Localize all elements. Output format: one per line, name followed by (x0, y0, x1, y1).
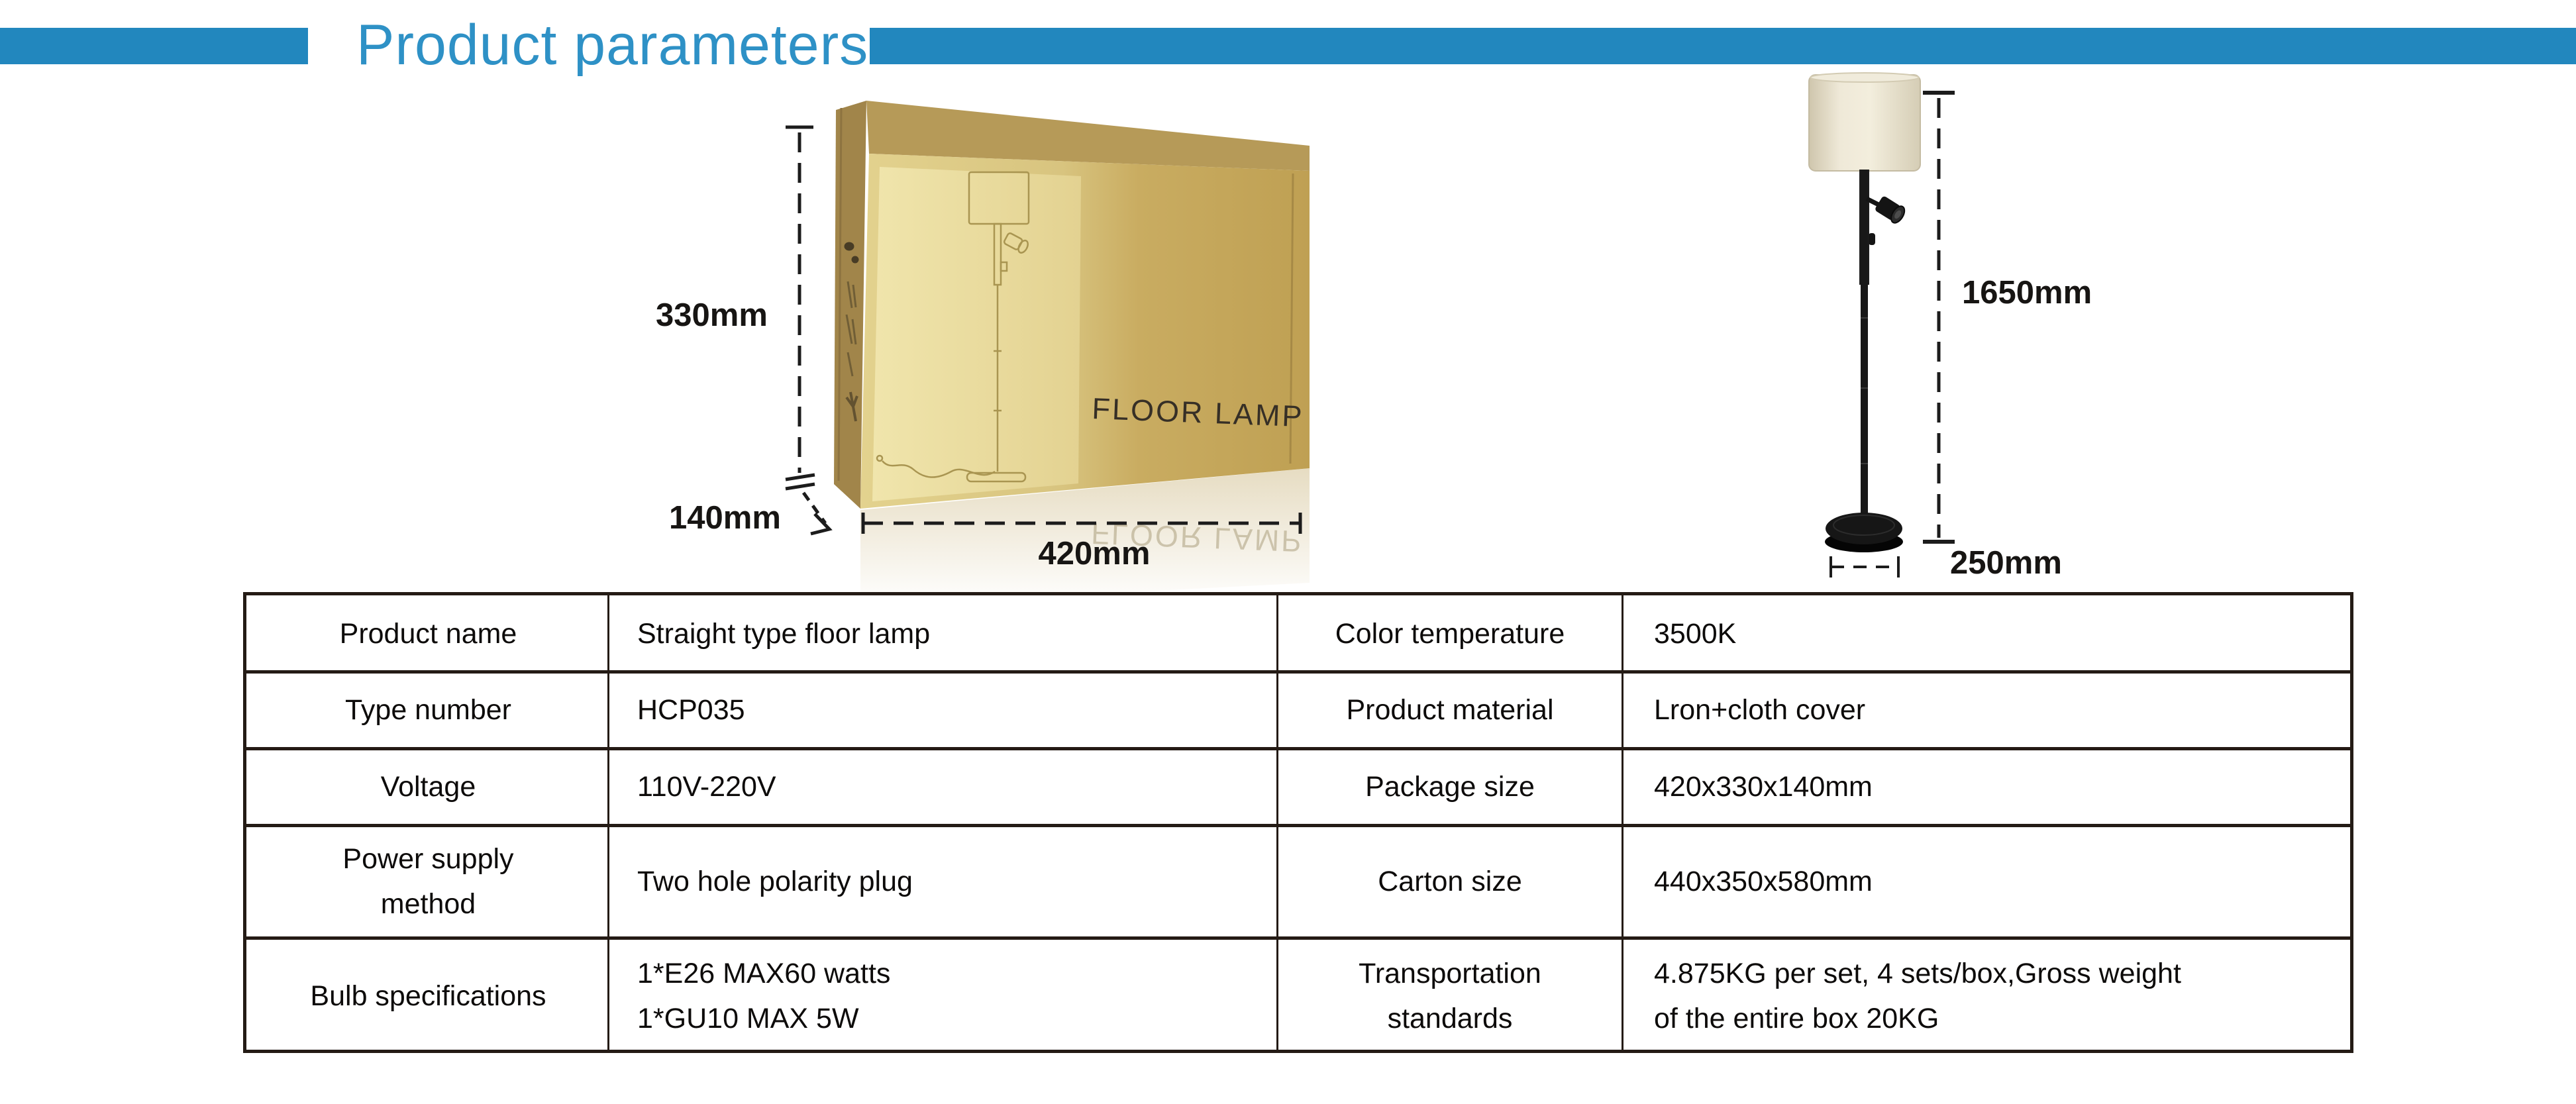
spec-value-cell: 3500K (1654, 618, 1737, 650)
box-shipping-marks-icon (844, 242, 859, 422)
box-side-face (834, 101, 866, 509)
header-accent-bar-right (870, 28, 2576, 64)
table-divider (607, 595, 609, 1050)
box-lamp-lineart-icon (876, 171, 1030, 483)
spec-label-cell: Color temperature (1335, 618, 1565, 650)
lamp-dimensions (1829, 91, 1955, 577)
box-width-label: 420mm (1039, 536, 1151, 572)
spec-value-cell: Lron+cloth cover (1654, 693, 1866, 726)
spec-value-cell: Two hole polarity plug (637, 865, 913, 897)
page-title: Product parameters (356, 13, 869, 77)
spec-label-cell: Voltage (380, 770, 476, 803)
spec-label-cell: Product material (1346, 693, 1554, 726)
spec-label-cell: Package size (1365, 770, 1535, 803)
lamp-shade (1808, 74, 1921, 172)
header-accent-bar-left (0, 28, 308, 64)
product-spec-table: Product name Straight type floor lamp Co… (243, 592, 2353, 1053)
box-dimensions (785, 125, 1302, 536)
table-divider (246, 824, 2350, 827)
spec-value-cell: HCP035 (637, 693, 745, 726)
spec-value-cell: 440x350x580mm (1654, 865, 1873, 897)
box-reflection (860, 468, 1310, 606)
lamp-reading-light (1865, 196, 1906, 224)
spec-label-cell: Power supply method (342, 842, 514, 920)
box-print-panel (872, 167, 1081, 501)
spec-label-cell: Product name (339, 618, 517, 650)
spec-value-cell: 110V-220V (637, 770, 776, 803)
table-divider (246, 670, 2350, 674)
spec-label-cell: Carton size (1378, 865, 1522, 897)
spec-value-cell: Straight type floor lamp (637, 618, 931, 650)
spec-label-cell: Type number (345, 693, 511, 726)
spec-value-cell: 4.875KG per set, 4 sets/box,Gross weight… (1654, 957, 2181, 1034)
package-box-image: FLOOR LAMP (834, 101, 1310, 606)
box-depth-label: 140mm (669, 500, 781, 536)
box-print-label: FLOOR LAMP (1092, 391, 1305, 433)
table-divider (1622, 595, 1623, 1050)
table-divider (246, 747, 2350, 750)
box-top-face (866, 101, 1310, 171)
floor-lamp-image (1808, 72, 1921, 552)
box-height-label: 330mm (656, 297, 768, 333)
lamp-switch-knob (1869, 233, 1875, 245)
spec-value-cell: 420x330x140mm (1654, 770, 1873, 803)
lamp-height-label: 1650mm (1962, 275, 2092, 311)
table-divider (1276, 595, 1278, 1050)
table-divider (246, 936, 2350, 940)
lamp-pole (1861, 170, 1868, 527)
spec-label-cell: Bulb specifications (310, 979, 546, 1012)
lamp-base-width-label: 250mm (1950, 545, 2062, 581)
spec-value-cell: 1*E26 MAX60 watts 1*GU10 MAX 5W (637, 957, 891, 1034)
lamp-base (1825, 513, 1903, 552)
spec-label-cell: Transportation standards (1359, 957, 1541, 1034)
